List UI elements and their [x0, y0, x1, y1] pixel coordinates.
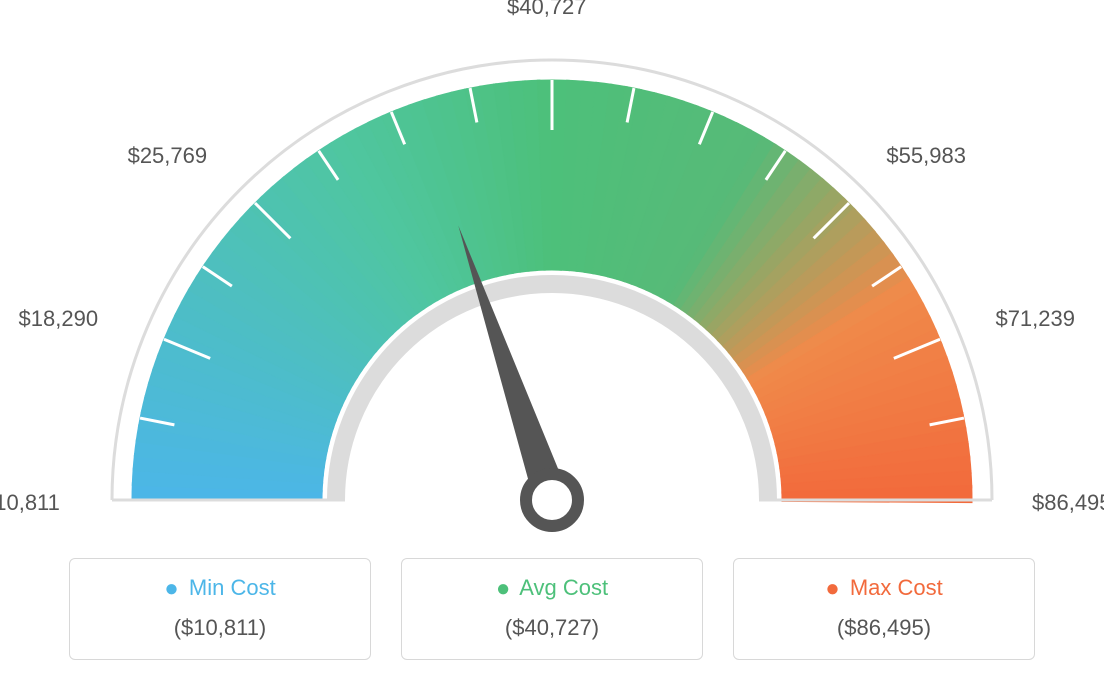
bullet-icon: ● [164, 575, 179, 602]
summary-title-max: ● Max Cost [734, 575, 1034, 603]
gauge-area: $10,811 $18,290 $25,769 $40,727 $55,983 $71,2… [0, 0, 1104, 560]
bullet-icon: ● [496, 575, 511, 602]
summary-row: ● Min Cost ($10,811) ● Avg Cost ($40,727… [0, 558, 1104, 660]
gauge-chart-container: $10,811 $18,290 $25,769 $40,727 $55,983 $71,2… [0, 0, 1104, 690]
scale-label: $86,495 [1032, 490, 1104, 516]
summary-card-avg: ● Avg Cost ($40,727) [401, 558, 703, 660]
scale-label: $71,239 [995, 306, 1075, 332]
gauge-svg [0, 0, 1104, 560]
summary-card-min: ● Min Cost ($10,811) [69, 558, 371, 660]
summary-value-avg: ($40,727) [402, 615, 702, 641]
scale-label: $40,727 [507, 0, 587, 20]
summary-title-min: ● Min Cost [70, 575, 370, 603]
scale-label: $18,290 [19, 306, 99, 332]
summary-title-avg: ● Avg Cost [402, 575, 702, 603]
scale-label: $10,811 [0, 490, 60, 516]
summary-title-text: Avg Cost [519, 575, 608, 600]
scale-label: $55,983 [886, 143, 966, 169]
summary-value-min: ($10,811) [70, 615, 370, 641]
summary-title-text: Max Cost [850, 575, 943, 600]
summary-value-max: ($86,495) [734, 615, 1034, 641]
bullet-icon: ● [825, 575, 840, 602]
summary-card-max: ● Max Cost ($86,495) [733, 558, 1035, 660]
summary-title-text: Min Cost [189, 575, 276, 600]
scale-label: $25,769 [128, 143, 208, 169]
